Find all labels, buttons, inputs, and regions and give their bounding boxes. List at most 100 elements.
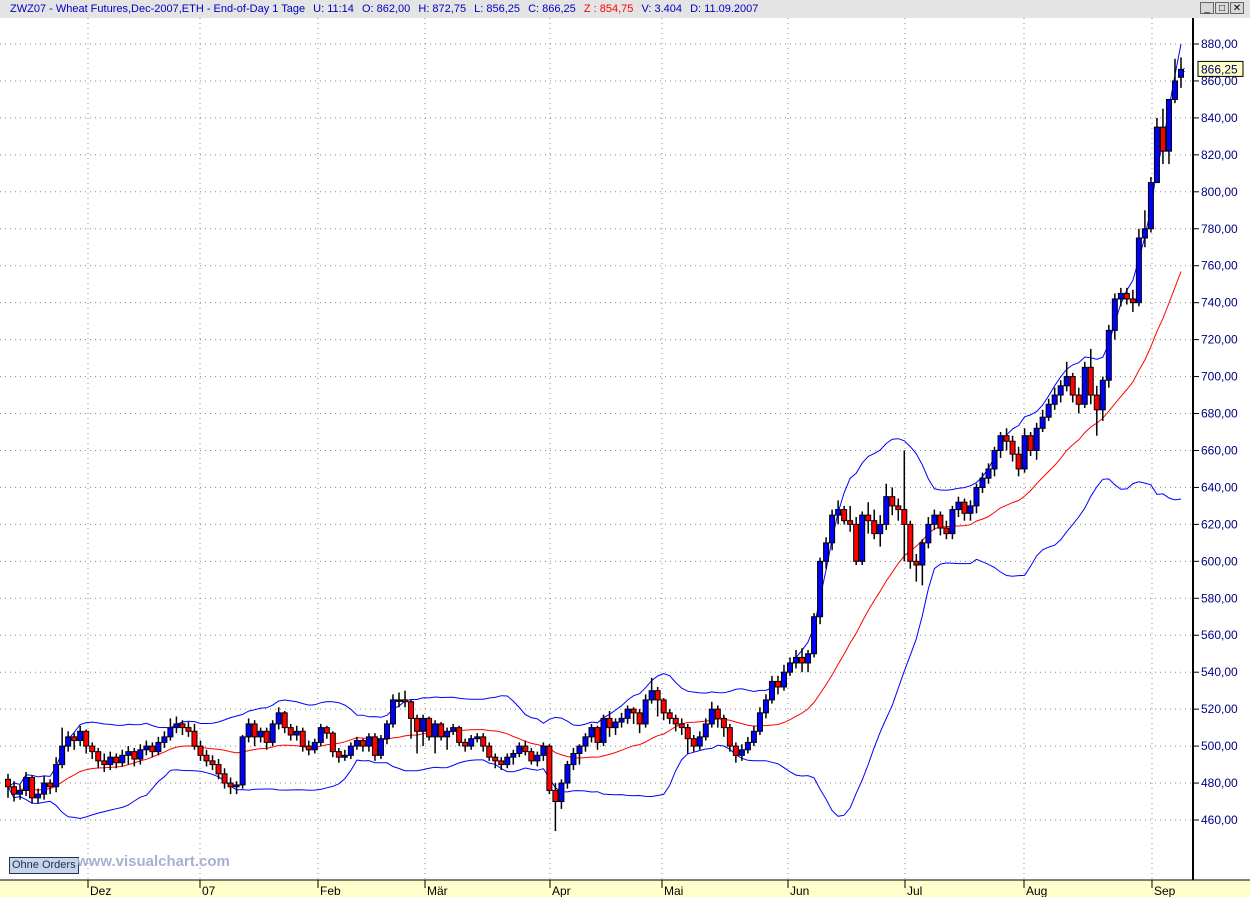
candle: [750, 725, 757, 747]
candle: [251, 720, 258, 747]
orders-toggle-button[interactable]: Ohne Orders: [9, 857, 79, 874]
candle-body: [83, 730, 90, 747]
candle: [1135, 228, 1142, 307]
minimize-button[interactable]: _: [1200, 2, 1214, 14]
candle-body: [17, 789, 24, 795]
candle: [137, 744, 144, 765]
candle: [480, 733, 487, 752]
candle-body: [143, 745, 150, 751]
candle: [817, 557, 824, 625]
candle-body: [59, 745, 66, 766]
candle-body: [943, 527, 950, 535]
maximize-button[interactable]: □: [1215, 2, 1229, 14]
candle-body: [1099, 379, 1106, 411]
candle: [919, 539, 926, 586]
candle: [107, 751, 114, 771]
candle: [101, 753, 108, 772]
last-price-box: [1197, 60, 1244, 77]
candle-body: [732, 745, 739, 756]
close-button[interactable]: ✕: [1230, 2, 1244, 14]
candle: [660, 698, 667, 721]
candle-body: [648, 690, 655, 701]
time-tick-label: Dez: [90, 884, 111, 897]
candle-body: [919, 542, 926, 566]
candle-body: [961, 501, 968, 514]
candle-body: [955, 501, 962, 511]
candle: [1027, 432, 1034, 457]
candle-body: [702, 723, 709, 738]
candle: [396, 692, 402, 708]
candle-body: [1045, 403, 1052, 418]
candle: [744, 736, 751, 754]
candle: [696, 731, 703, 750]
candle-body: [299, 730, 306, 747]
candle: [11, 781, 18, 802]
price-tick-label: 800,00: [1201, 185, 1238, 199]
candle: [648, 677, 655, 704]
candle: [131, 747, 138, 767]
candle: [991, 446, 998, 477]
candle-body: [726, 727, 733, 747]
candle: [588, 723, 595, 743]
candle: [943, 520, 950, 540]
candle: [1087, 348, 1094, 405]
candle-body: [1033, 427, 1040, 451]
candle: [359, 738, 366, 752]
candle: [450, 723, 457, 736]
time-tick-label: Mär: [427, 884, 448, 897]
candle: [1099, 376, 1106, 421]
candle: [71, 733, 78, 750]
candle: [95, 747, 102, 769]
candle-body: [1027, 435, 1034, 451]
candle: [438, 722, 445, 741]
candle-body: [47, 782, 54, 788]
candle-body: [335, 751, 342, 758]
candle-body: [925, 523, 932, 544]
candle: [714, 705, 721, 728]
candle: [498, 757, 505, 771]
candle-body: [528, 751, 535, 762]
candle-body: [708, 708, 715, 725]
symbol-info: ZWZ07 - Wheat Futures,Dec-2007,ETH - End…: [10, 3, 306, 15]
candle: [113, 753, 120, 769]
candle-body: [1015, 453, 1022, 470]
candle-body: [191, 730, 198, 747]
candle-body: [131, 751, 138, 760]
candle-body: [624, 708, 631, 719]
price-tick-label: 560,00: [1201, 628, 1238, 642]
time-tick-label: Sep: [1154, 884, 1176, 897]
candle: [558, 779, 565, 809]
candle-body: [444, 730, 451, 738]
candle-body: [642, 699, 649, 725]
candle: [1051, 387, 1058, 410]
candle-body: [793, 656, 800, 664]
candle: [474, 733, 481, 743]
candle-body: [606, 717, 613, 729]
candle: [383, 720, 390, 745]
candle-body: [510, 752, 517, 758]
candle-body: [23, 777, 30, 791]
candle-body: [438, 723, 445, 738]
candle-body: [931, 514, 938, 525]
moving-average-line: [7, 271, 1182, 791]
candle: [937, 511, 944, 536]
candle-body: [630, 708, 637, 714]
candle-body: [636, 712, 643, 725]
candle-body: [474, 736, 481, 740]
candle-body: [71, 736, 78, 742]
candle-body: [329, 732, 336, 753]
candle-body: [353, 740, 360, 747]
candle: [281, 710, 288, 734]
candle-body: [1159, 126, 1166, 152]
candle: [636, 709, 643, 734]
candle: [756, 707, 763, 736]
candle: [624, 705, 631, 724]
candle: [684, 723, 691, 754]
candle: [1033, 422, 1040, 460]
candle: [23, 771, 30, 796]
candle: [1063, 361, 1070, 392]
candle: [167, 718, 174, 741]
candle: [883, 483, 890, 530]
candle: [720, 714, 727, 737]
